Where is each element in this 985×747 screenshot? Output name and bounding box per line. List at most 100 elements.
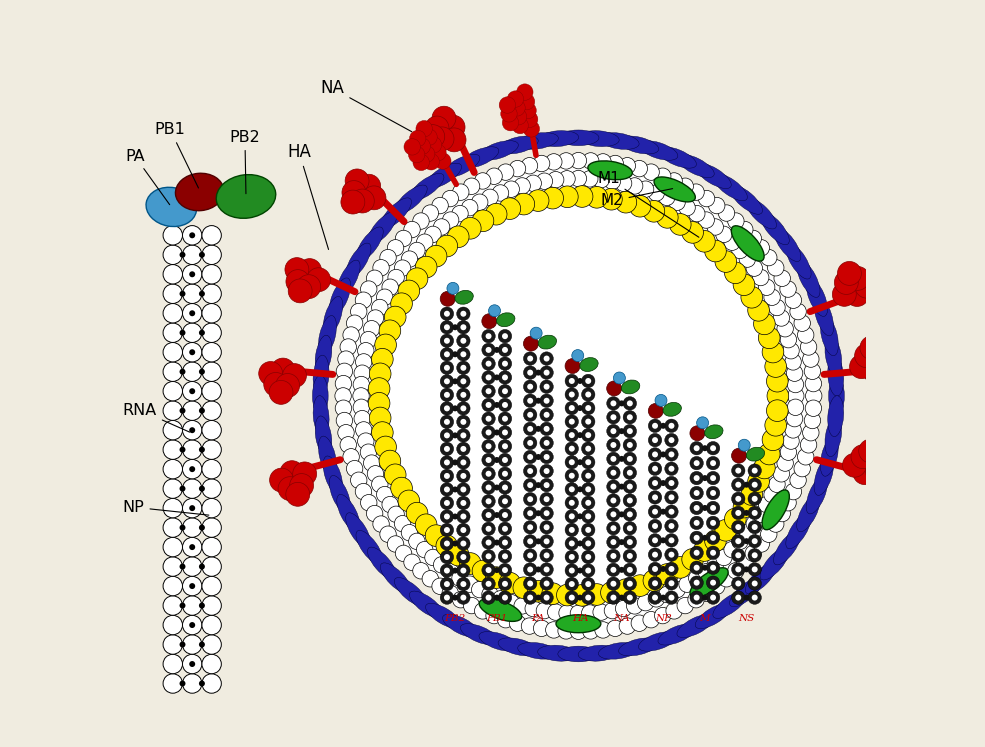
Circle shape <box>767 516 784 533</box>
Circle shape <box>482 453 495 467</box>
Ellipse shape <box>356 530 383 565</box>
Circle shape <box>457 402 470 415</box>
Circle shape <box>733 496 755 518</box>
Circle shape <box>754 536 769 552</box>
Ellipse shape <box>455 291 474 304</box>
Circle shape <box>660 480 666 486</box>
Circle shape <box>546 622 562 638</box>
Circle shape <box>760 249 777 266</box>
Circle shape <box>388 270 404 286</box>
Circle shape <box>682 548 703 570</box>
Circle shape <box>558 605 575 622</box>
Circle shape <box>670 214 691 235</box>
Circle shape <box>669 537 675 543</box>
Circle shape <box>735 538 742 544</box>
Circle shape <box>669 495 675 500</box>
Ellipse shape <box>496 313 515 326</box>
Circle shape <box>626 525 632 531</box>
Text: PB1: PB1 <box>155 123 198 188</box>
Circle shape <box>536 173 553 190</box>
Circle shape <box>460 541 466 547</box>
Circle shape <box>565 523 578 536</box>
Circle shape <box>523 450 537 464</box>
Circle shape <box>648 505 662 518</box>
Circle shape <box>457 388 470 402</box>
Ellipse shape <box>426 163 462 188</box>
Circle shape <box>499 97 515 114</box>
Ellipse shape <box>479 631 518 651</box>
Circle shape <box>577 486 583 492</box>
Circle shape <box>805 376 821 392</box>
Circle shape <box>652 423 658 429</box>
Circle shape <box>486 498 492 504</box>
Circle shape <box>202 284 222 303</box>
Circle shape <box>546 154 562 170</box>
Circle shape <box>581 483 595 496</box>
Circle shape <box>571 584 593 606</box>
Circle shape <box>498 398 512 412</box>
Circle shape <box>732 562 745 576</box>
Circle shape <box>619 512 624 518</box>
Circle shape <box>433 219 450 235</box>
Circle shape <box>202 557 222 576</box>
Circle shape <box>648 491 662 504</box>
Ellipse shape <box>146 187 197 226</box>
Circle shape <box>788 388 804 404</box>
Circle shape <box>611 512 617 518</box>
Circle shape <box>568 418 575 424</box>
Circle shape <box>374 436 396 458</box>
Circle shape <box>297 258 321 282</box>
Circle shape <box>706 501 720 515</box>
Circle shape <box>416 514 437 536</box>
Circle shape <box>189 232 195 238</box>
Circle shape <box>199 681 205 686</box>
Circle shape <box>706 546 720 560</box>
Circle shape <box>502 567 508 573</box>
Circle shape <box>660 451 666 457</box>
Circle shape <box>202 323 222 342</box>
Circle shape <box>164 226 182 245</box>
Circle shape <box>790 303 807 320</box>
Circle shape <box>565 496 578 509</box>
Circle shape <box>164 674 182 693</box>
Circle shape <box>565 564 578 577</box>
Circle shape <box>199 642 205 648</box>
Circle shape <box>585 405 591 411</box>
Circle shape <box>442 190 458 207</box>
Circle shape <box>704 241 726 262</box>
Circle shape <box>444 541 450 547</box>
Circle shape <box>577 378 583 384</box>
Circle shape <box>164 382 182 401</box>
Ellipse shape <box>410 591 444 619</box>
Circle shape <box>442 212 459 229</box>
Circle shape <box>682 222 703 244</box>
Ellipse shape <box>217 175 276 218</box>
Circle shape <box>363 320 380 337</box>
Circle shape <box>611 539 617 545</box>
Circle shape <box>565 483 578 496</box>
Circle shape <box>442 128 466 152</box>
Circle shape <box>523 380 537 394</box>
Circle shape <box>783 433 799 450</box>
Circle shape <box>460 338 466 344</box>
Ellipse shape <box>658 146 696 168</box>
Circle shape <box>624 438 636 452</box>
Circle shape <box>457 442 470 456</box>
Circle shape <box>457 564 470 577</box>
Circle shape <box>615 191 636 213</box>
Circle shape <box>199 447 205 453</box>
Circle shape <box>626 567 632 573</box>
Circle shape <box>735 566 742 572</box>
Circle shape <box>358 433 374 450</box>
Circle shape <box>619 456 624 462</box>
Circle shape <box>502 512 508 518</box>
Circle shape <box>182 596 202 616</box>
Circle shape <box>486 554 492 560</box>
Circle shape <box>648 548 662 562</box>
Circle shape <box>502 581 508 587</box>
Circle shape <box>688 592 704 608</box>
Circle shape <box>189 622 195 628</box>
Text: PB2: PB2 <box>444 614 466 623</box>
Circle shape <box>611 415 617 421</box>
Ellipse shape <box>175 173 224 211</box>
